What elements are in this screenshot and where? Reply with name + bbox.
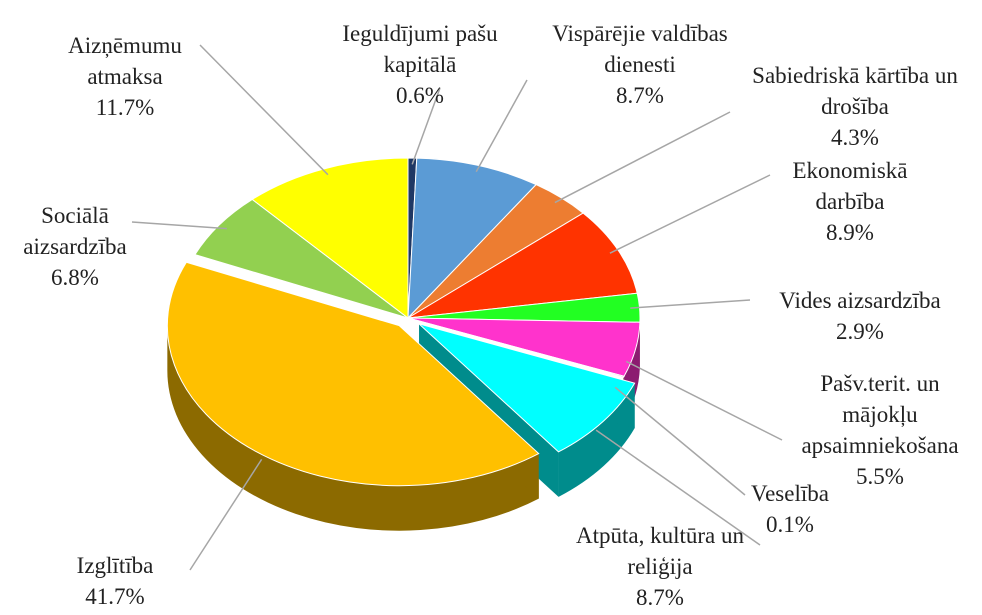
slice bbox=[166, 261, 540, 487]
category-label: Pašv.terit. un mājokļu apsaimniekošana bbox=[801, 371, 959, 458]
slice-side bbox=[167, 325, 539, 531]
data-label: Sabiedriskā kārtība un drošība 4.3% bbox=[750, 60, 960, 153]
data-label: Ieguldījumi pašu kapitālā 0.6% bbox=[305, 18, 535, 111]
data-label: Sociālā aizsardzība 6.8% bbox=[0, 200, 150, 293]
leader-line bbox=[411, 87, 441, 165]
category-label: Vides aizsardzība bbox=[779, 288, 941, 313]
slice bbox=[407, 317, 625, 378]
category-label: Vispārējie valdības dienesti bbox=[552, 21, 728, 77]
data-label: Atpūta, kultūra un reliģija 8.7% bbox=[550, 520, 770, 613]
data-label: Vispārējie valdības dienesti 8.7% bbox=[535, 18, 745, 111]
data-label: Pašv.terit. un mājokļu apsaimniekošana 5.… bbox=[780, 368, 980, 492]
value-label: 5.5% bbox=[856, 464, 904, 489]
category-label: Aizņēmumu atmaksa bbox=[68, 33, 182, 89]
leader-line bbox=[554, 111, 731, 204]
data-label: Veselība 0.1% bbox=[735, 478, 845, 540]
value-label: 8.7% bbox=[616, 83, 664, 108]
value-label: 8.7% bbox=[636, 585, 684, 610]
leader-line bbox=[475, 79, 528, 173]
leader-line bbox=[609, 174, 771, 254]
category-label: Izglītība bbox=[76, 553, 154, 578]
category-label: Sociālā aizsardzība bbox=[23, 203, 127, 259]
data-label: Aizņēmumu atmaksa 11.7% bbox=[50, 30, 200, 123]
value-label: 8.9% bbox=[826, 220, 874, 245]
value-label: 2.9% bbox=[836, 319, 884, 344]
category-label: Atpūta, kultūra un reliģija bbox=[576, 523, 744, 579]
leader-line bbox=[630, 299, 751, 309]
data-label: Vides aizsardzība 2.9% bbox=[740, 285, 980, 347]
value-label: 11.7% bbox=[95, 95, 155, 120]
leader-line bbox=[595, 429, 761, 546]
value-label: 41.7% bbox=[85, 584, 145, 609]
leader-line bbox=[625, 360, 783, 441]
data-label: Ekonomiskā darbība 8.9% bbox=[775, 155, 925, 248]
category-label: Sabiedriskā kārtība un drošība bbox=[752, 63, 958, 119]
value-label: 0.1% bbox=[766, 512, 814, 537]
value-label: 0.6% bbox=[396, 83, 444, 108]
value-label: 6.8% bbox=[51, 265, 99, 290]
category-label: Veselība bbox=[751, 481, 829, 506]
value-label: 4.3% bbox=[831, 125, 879, 150]
slice bbox=[251, 157, 409, 320]
leader-line bbox=[131, 221, 227, 230]
leader-line bbox=[189, 458, 263, 571]
category-label: Ekonomiskā darbība bbox=[792, 158, 908, 214]
slice bbox=[407, 212, 638, 319]
category-label: Ieguldījumi pašu kapitālā bbox=[342, 21, 498, 77]
leader-line bbox=[199, 44, 329, 176]
data-label: Izglītība 41.7% bbox=[40, 550, 190, 612]
slice bbox=[418, 323, 636, 453]
leader-line bbox=[614, 386, 746, 496]
